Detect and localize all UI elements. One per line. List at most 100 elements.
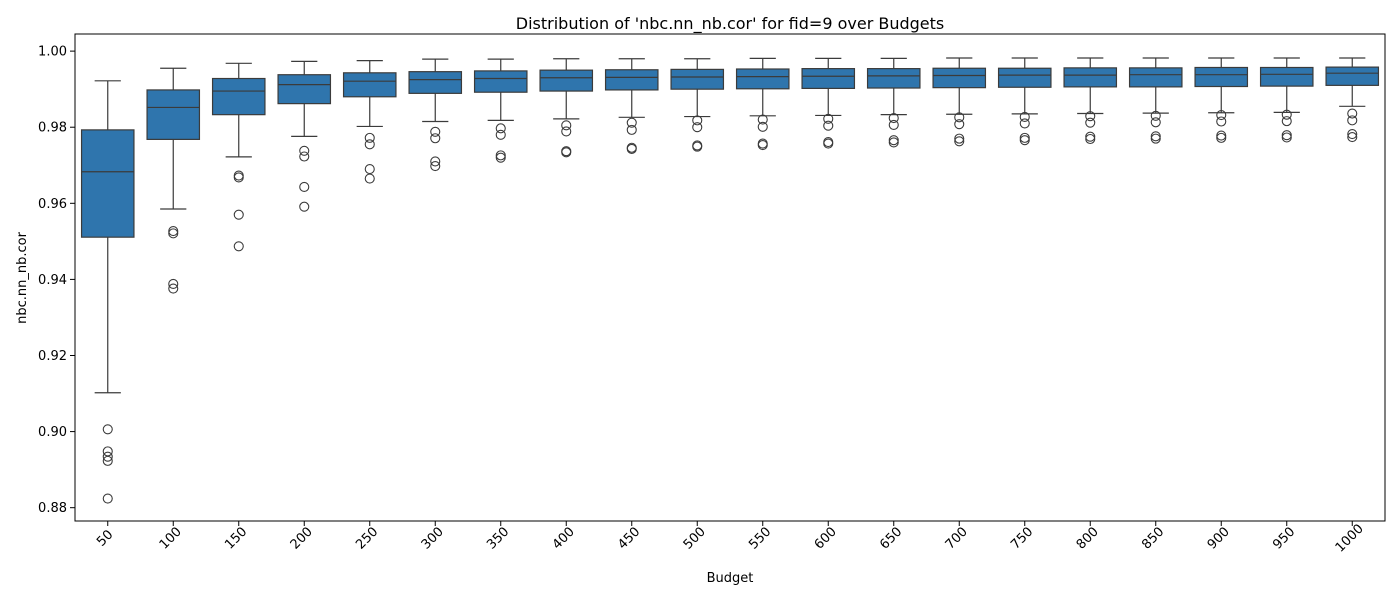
outlier-point bbox=[1281, 109, 1292, 120]
outlier-point bbox=[233, 241, 244, 252]
outlier-point bbox=[1085, 131, 1096, 142]
outlier-point bbox=[888, 119, 899, 130]
x-tick-label: 900 bbox=[1205, 524, 1233, 552]
x-tick-label: 450 bbox=[615, 524, 643, 552]
box bbox=[997, 67, 1052, 88]
x-tick-label: 600 bbox=[812, 524, 840, 552]
x-tick-label: 50 bbox=[94, 527, 116, 549]
outlier-point bbox=[1085, 111, 1096, 122]
y-tick-label: 0.98 bbox=[38, 121, 67, 136]
box bbox=[932, 67, 987, 89]
box bbox=[670, 68, 725, 90]
x-tick-label: 650 bbox=[877, 524, 905, 552]
outlier-point bbox=[102, 424, 113, 435]
outlier-point bbox=[495, 152, 506, 163]
outlier-point bbox=[168, 278, 179, 290]
outlier-point bbox=[1150, 117, 1161, 128]
outlier-point bbox=[823, 138, 834, 149]
x-tick-label: 550 bbox=[746, 524, 774, 552]
x-tick-label: 750 bbox=[1008, 524, 1036, 552]
outlier-point bbox=[561, 147, 572, 158]
outlier-point bbox=[1216, 130, 1227, 141]
x-tick-label: 950 bbox=[1270, 524, 1298, 552]
outlier-point bbox=[561, 126, 572, 137]
outlier-point bbox=[1085, 133, 1096, 145]
outlier-point bbox=[102, 451, 113, 462]
x-tick-label: 800 bbox=[1074, 524, 1102, 552]
outlier-point bbox=[823, 113, 834, 124]
box bbox=[1259, 66, 1314, 87]
box bbox=[80, 129, 135, 238]
outlier-point bbox=[692, 115, 703, 126]
outlier-point bbox=[561, 120, 572, 131]
x-tick-label: 250 bbox=[353, 524, 381, 552]
outlier-point bbox=[1216, 132, 1227, 143]
outlier-point bbox=[823, 120, 834, 131]
outlier-point bbox=[299, 201, 310, 212]
box bbox=[604, 69, 659, 91]
outlier-point bbox=[954, 136, 965, 147]
outlier-point bbox=[430, 126, 441, 137]
outlier-point bbox=[102, 493, 113, 504]
x-tick-label: 350 bbox=[484, 524, 512, 552]
outlier-point bbox=[1281, 130, 1292, 141]
box bbox=[866, 68, 921, 89]
y-tick-label: 0.96 bbox=[38, 197, 67, 212]
outlier-point bbox=[233, 170, 244, 181]
outlier-point bbox=[495, 123, 506, 134]
x-tick-label: 400 bbox=[550, 524, 578, 552]
outlier-point bbox=[1347, 129, 1358, 140]
x-tick-label: 500 bbox=[681, 524, 709, 552]
outlier-point bbox=[757, 121, 768, 132]
x-axis-label: Budget bbox=[707, 571, 754, 586]
outlier-point bbox=[1019, 118, 1030, 129]
y-axis-label: nbc.nn_nb.cor bbox=[15, 231, 30, 323]
box bbox=[277, 74, 332, 105]
outlier-point bbox=[626, 117, 637, 128]
x-tick-label: 850 bbox=[1139, 524, 1167, 552]
plot-frame bbox=[74, 33, 1386, 522]
box bbox=[1063, 67, 1118, 88]
outlier-point bbox=[1347, 132, 1358, 143]
chart-title: Distribution of 'nbc.nn_nb.cor' for fid=… bbox=[516, 14, 944, 34]
outlier-point bbox=[757, 140, 768, 151]
outlier-point bbox=[626, 124, 637, 135]
outlier-point bbox=[757, 114, 768, 125]
y-tick-label: 0.88 bbox=[38, 501, 67, 516]
outlier-point bbox=[1281, 116, 1292, 127]
outlier-point bbox=[495, 129, 506, 140]
outlier-point bbox=[299, 145, 310, 156]
y-tick-label: 1.00 bbox=[38, 45, 67, 60]
x-tick-label: 200 bbox=[288, 524, 316, 552]
outlier-point bbox=[888, 113, 899, 124]
outlier-point bbox=[954, 133, 965, 144]
outlier-point bbox=[888, 137, 899, 148]
box bbox=[211, 77, 266, 116]
outlier-point bbox=[168, 226, 179, 237]
outlier-point bbox=[168, 228, 179, 239]
outlier-point bbox=[1085, 117, 1096, 128]
outlier-point bbox=[430, 133, 441, 144]
outlier-point bbox=[102, 455, 113, 466]
outlier-point bbox=[1019, 135, 1030, 146]
outlier-point bbox=[364, 173, 375, 184]
outlier-point bbox=[299, 151, 310, 162]
outlier-point bbox=[1216, 109, 1227, 121]
box bbox=[1194, 66, 1249, 88]
outlier-point bbox=[954, 112, 965, 123]
outlier-point bbox=[1281, 132, 1292, 143]
box bbox=[1128, 67, 1183, 88]
outlier-point bbox=[364, 164, 375, 175]
outlier-point bbox=[233, 209, 244, 220]
box bbox=[735, 68, 790, 90]
box bbox=[473, 70, 528, 93]
outlier-point bbox=[626, 143, 637, 154]
outlier-point bbox=[692, 122, 703, 133]
outlier-point bbox=[1019, 111, 1030, 122]
y-tick-label: 0.90 bbox=[38, 425, 67, 440]
y-tick-label: 0.92 bbox=[38, 349, 67, 364]
x-tick-label: 100 bbox=[157, 524, 185, 552]
outlier-point bbox=[888, 135, 899, 146]
